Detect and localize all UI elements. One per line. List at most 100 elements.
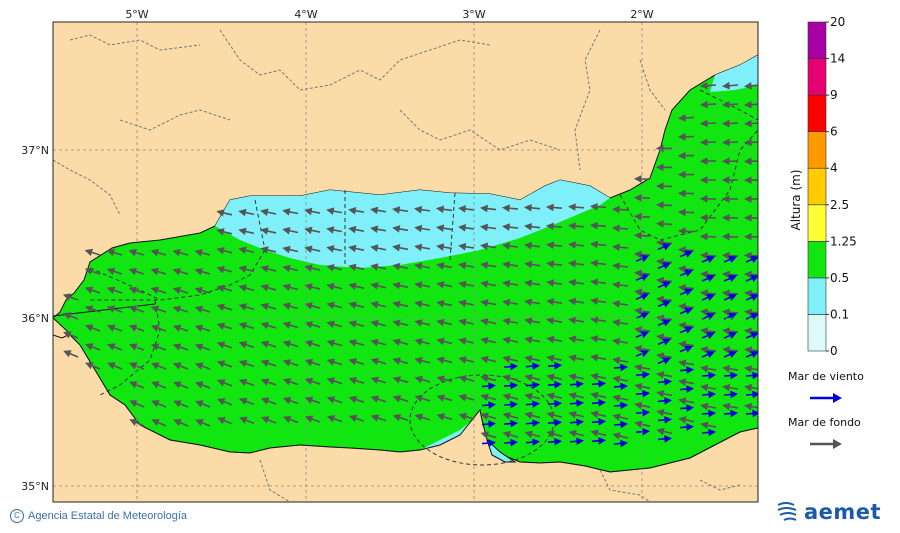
wave-arrow-head: [554, 361, 563, 370]
wave-arrow-head: [501, 204, 510, 213]
wave-arrow-head: [722, 365, 731, 373]
wave-arrow-head: [743, 270, 752, 279]
wave-arrow-head: [656, 427, 665, 436]
wave-arrow-head: [304, 321, 313, 329]
wave-arrow-head: [458, 394, 467, 402]
wave-arrow-head: [260, 340, 270, 348]
wave-arrow-head: [678, 321, 687, 330]
wave-arrow-head: [282, 208, 291, 216]
wave-arrow-head: [414, 281, 423, 289]
wave-arrow-head: [655, 220, 664, 228]
wave-arrow-head: [612, 300, 621, 308]
wave-arrow-head: [479, 204, 488, 213]
wave-arrow-head: [216, 360, 226, 368]
wave-arrow-head: [106, 248, 115, 257]
wave-arrow-head: [568, 316, 577, 325]
wave-arrow-head: [633, 288, 643, 296]
wave-arrow-head: [700, 346, 709, 354]
wave-arrow-head: [502, 355, 511, 363]
wave-arrow-head: [458, 356, 467, 364]
wave-arrow-head: [634, 420, 643, 429]
wave-arrow-head: [655, 276, 664, 285]
wave-arrow-head: [750, 255, 758, 263]
wave-arrow-head: [260, 416, 270, 424]
wave-arrow-head: [589, 240, 598, 249]
wave-arrow-head: [480, 261, 489, 269]
wave-arrow-head: [370, 338, 379, 347]
wave-arrow-head: [664, 397, 673, 405]
lat-tick-37n: 37°N: [21, 144, 49, 157]
sea-area-calm-ne: [710, 55, 758, 92]
wave-arrow-head: [488, 401, 497, 409]
wave-arrow-head: [216, 322, 226, 330]
wave-arrow-head: [699, 289, 708, 298]
wave-arrow-head: [370, 319, 379, 328]
aemet-logo: aemet: [776, 500, 881, 524]
wave-arrow-head: [545, 222, 554, 231]
wave-arrow-head: [677, 227, 686, 235]
wave-arrow-head: [106, 286, 116, 294]
wave-arrow-head: [502, 261, 511, 269]
wave-arrow-head: [194, 362, 204, 370]
wave-arrow-head: [611, 243, 620, 252]
wave-arrow-head: [611, 281, 621, 289]
wave-arrow-head: [510, 362, 519, 371]
wave-arrow-head: [662, 300, 672, 308]
wave-arrow-head: [458, 261, 467, 270]
wave-arrow-head: [129, 362, 138, 370]
wave-arrow-head: [502, 298, 511, 307]
wave-arrow-head: [532, 438, 541, 446]
wave-arrow-head: [634, 326, 643, 334]
wave-arrow-head: [488, 382, 497, 390]
copyright-icon: C: [10, 509, 24, 523]
wave-arrow-head: [655, 257, 664, 266]
wave-arrow-head: [612, 413, 621, 421]
wave-arrow-head: [282, 245, 291, 254]
wave-arrow-head: [260, 397, 270, 405]
wave-arrow-head: [172, 249, 181, 257]
wave-arrow-head: [721, 81, 730, 90]
wave-arrow-head: [743, 346, 753, 354]
wave-arrow-head: [458, 224, 467, 232]
wave-arrow-head: [612, 432, 621, 440]
wave-arrow-head: [721, 289, 730, 298]
wave-arrow-head: [216, 398, 226, 406]
wave-arrow-head: [524, 392, 533, 401]
wave-arrow-head: [304, 396, 314, 404]
wave-arrow-head: [744, 402, 753, 411]
wave-arrow-head: [568, 354, 577, 362]
wave-arrow-head: [128, 286, 138, 294]
wave-arrow-head: [260, 302, 269, 311]
wave-arrow-head: [612, 318, 621, 327]
wave-arrow-head: [532, 419, 541, 427]
wave-arrow-head: [348, 225, 357, 234]
wave-arrow-head: [194, 286, 203, 295]
wave-arrow-head: [502, 317, 511, 326]
wave-arrow-head: [128, 248, 137, 257]
wave-arrow-head: [392, 357, 401, 365]
wave-arrow-head: [282, 302, 291, 310]
wave-arrow-head: [590, 410, 599, 419]
wave-arrow-head: [392, 262, 401, 271]
wave-arrow-head: [686, 366, 695, 374]
wave-arrow-head: [326, 377, 336, 385]
wind-sea-arrows: [481, 243, 758, 448]
wave-arrow-head: [84, 248, 94, 257]
wave-arrow-head: [700, 327, 709, 335]
wave-arrow-head: [684, 250, 694, 258]
wave-arrow-head: [620, 382, 629, 391]
wave-arrow-head: [348, 320, 357, 328]
wave-arrow-head: [678, 416, 687, 424]
wave-arrow-head: [63, 350, 72, 358]
wave-arrow-head: [677, 151, 686, 160]
aemet-logo-icon: [777, 502, 797, 521]
wave-arrow-head: [238, 208, 247, 217]
wave-arrow-head: [743, 119, 752, 128]
wave-arrow-head: [752, 409, 758, 418]
wave-arrow-head: [194, 324, 204, 332]
wave-arrow-head: [480, 336, 489, 345]
wave-arrow-head: [656, 333, 665, 341]
wave-arrow-head: [458, 299, 467, 308]
wave-arrow-head: [173, 381, 182, 389]
wave-arrow-head: [414, 243, 423, 252]
